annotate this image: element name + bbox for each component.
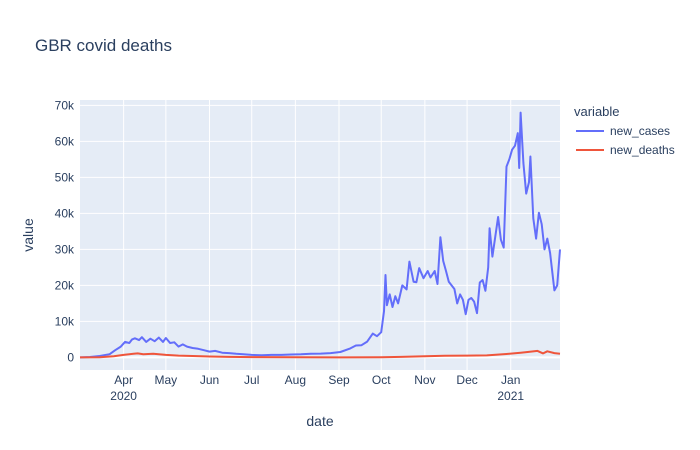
legend-items: new_cases new_deaths: [576, 124, 675, 157]
x-tick-label: Sep: [328, 373, 350, 387]
y-tick-label: 40k: [55, 206, 75, 220]
y-tick-labels: 0 10k 20k 30k 40k 50k 60k 70k: [55, 98, 75, 364]
x-axis-title: date: [306, 413, 333, 429]
y-tick-label: 10k: [55, 314, 75, 328]
x-tick-year-label: 2021: [497, 389, 524, 403]
series-layer: [79, 111, 561, 359]
y-tick-label: 60k: [55, 134, 75, 148]
chart-title: GBR covid deaths: [35, 36, 172, 55]
x-tick-labels: Apr 2020 May Jun Jul Aug Sep Oct Nov Dec Jan 2021: [110, 373, 524, 403]
x-tick-label: Jun: [200, 373, 219, 387]
x-tick-label: Nov: [414, 373, 435, 387]
legend-label-new-deaths: new_deaths: [610, 143, 675, 157]
grid-layer: [80, 100, 560, 370]
legend: variable new_cases new_deaths: [574, 104, 675, 157]
series-line-new-deaths: [79, 349, 561, 359]
x-tick-label: Jan: [501, 373, 520, 387]
x-tick-label: Aug: [285, 373, 306, 387]
x-tick-label: Dec: [456, 373, 477, 387]
y-tick-label: 20k: [55, 278, 75, 292]
legend-label-new-cases: new_cases: [610, 124, 670, 138]
y-tick-label: 70k: [55, 98, 75, 112]
x-tick-label: May: [155, 373, 178, 387]
y-tick-label: 30k: [55, 242, 75, 256]
x-tick-year-label: 2020: [110, 389, 137, 403]
y-tick-label: 50k: [55, 170, 75, 184]
y-axis-title: value: [20, 218, 36, 252]
series-line-new-cases: [79, 111, 561, 359]
x-tick-label: Jul: [244, 373, 259, 387]
plot-area: [80, 100, 560, 370]
y-tick-label: 0: [67, 350, 74, 364]
x-tick-label: Apr: [114, 373, 133, 387]
x-tick-label: Oct: [372, 373, 391, 387]
legend-title: variable: [574, 104, 620, 119]
